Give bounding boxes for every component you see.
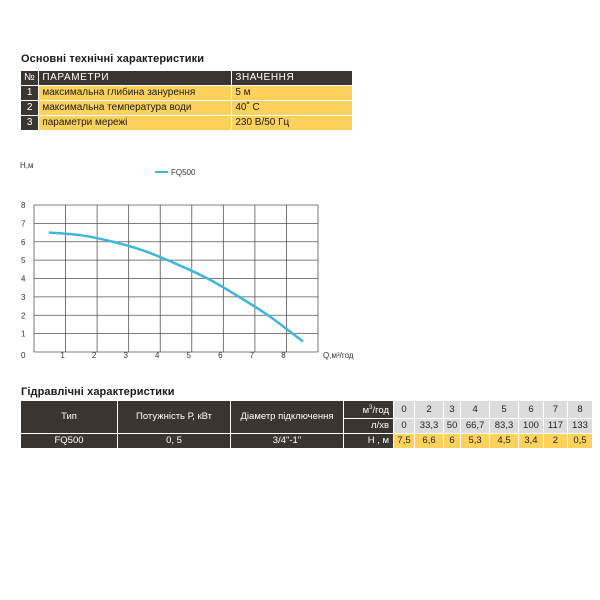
- hydraulics-header-row-1: Тип Потужність Р, кВт Діаметр підключенн…: [20, 399, 594, 435]
- m3h-cell: 2: [414, 399, 444, 420]
- head-cell: 6,6: [414, 433, 444, 450]
- power-cell: 0, 5: [117, 433, 231, 450]
- series-fq500-line: [48, 231, 304, 343]
- specs-header-number: №: [19, 70, 40, 86]
- specs-row-number: 1: [19, 85, 40, 101]
- m3h-cell: 5: [489, 399, 519, 420]
- legend-label: FQ500: [171, 168, 196, 177]
- x-tick-label: 3: [123, 351, 128, 360]
- specs-table: № ПАРАМЕТРИ ЗНАЧЕННЯ 1 максимальна глиби…: [19, 70, 353, 131]
- specs-title: Основні технічні характеристики: [21, 53, 205, 65]
- specs-row-param: максимальна температура води: [38, 100, 233, 116]
- lmin-cell: 117: [542, 418, 568, 435]
- y-axis-ticks: 1 2 3 4 5 6 7 8: [21, 201, 26, 339]
- head-cell: 3,4: [517, 433, 544, 450]
- y-tick-label: 1: [21, 330, 26, 339]
- specs-header-param: ПАРАМЕТРИ: [38, 70, 233, 86]
- col-power-header: Потужність Р, кВт: [117, 399, 231, 435]
- x-tick-label: 6: [218, 351, 223, 360]
- model-cell: FQ500: [20, 433, 118, 450]
- unit-h: Н , м: [343, 433, 394, 450]
- lmin-cell: 133: [566, 418, 594, 435]
- origin-label: 0: [21, 351, 26, 360]
- x-tick-label: 5: [187, 351, 192, 360]
- x-tick-label: 7: [250, 351, 255, 360]
- lmin-cell: 33,3: [414, 418, 444, 435]
- specs-row-number: 2: [19, 100, 40, 116]
- lmin-cell: 0: [392, 418, 416, 435]
- specs-row: 3 параметри мережі 230 В/50 Гц: [19, 115, 353, 131]
- m3h-cell: 0: [392, 399, 416, 420]
- diameter-cell: 3/4"-1": [230, 433, 344, 450]
- y-tick-label: 2: [21, 311, 26, 320]
- x-tick-label: 1: [60, 351, 65, 360]
- m3h-cell: 7: [542, 399, 568, 420]
- x-axis-ticks: 1 2 3 4 5 6 7 8: [60, 351, 286, 360]
- x-tick-label: 8: [281, 351, 286, 360]
- lmin-cell: 66,7: [460, 418, 491, 435]
- pump-curve-chart: 1 2 3 4 5 6 7 8 1 2 3 4 5 6 7 8 H,м 0 Q,м³/год FQ500: [20, 161, 354, 360]
- m3h-cell: 8: [566, 399, 594, 420]
- x-axis-label: Q,м³/год: [323, 351, 354, 360]
- m3h-cell: 4: [460, 399, 491, 420]
- hydraulics-data-row: FQ500 0, 5 3/4"-1" Н , м 7,5 6,6 6 5,3 4…: [20, 433, 594, 450]
- specs-row-value: 230 В/50 Гц: [231, 115, 353, 131]
- chart-grid: [33, 204, 319, 353]
- head-cell: 2: [542, 433, 568, 450]
- head-cell: 0,5: [566, 433, 594, 450]
- head-cell: 5,3: [460, 433, 491, 450]
- col-type-header: Тип: [20, 399, 118, 435]
- specs-row-value: 5 м: [231, 85, 353, 101]
- specs-row: 1 максимальна глибина занурення 5 м: [19, 85, 353, 101]
- unit-m3h: м3/год: [343, 399, 394, 420]
- specs-header-row: № ПАРАМЕТРИ ЗНАЧЕННЯ: [19, 70, 353, 86]
- y-tick-label: 7: [21, 219, 26, 228]
- specs-row: 2 максимальна температура води 40˚ С: [19, 100, 353, 116]
- m3h-cell: 3: [442, 399, 462, 420]
- hydraulics-title: Гідравлічні характеристики: [21, 386, 175, 398]
- specs-row-number: 3: [19, 115, 40, 131]
- y-tick-label: 4: [21, 275, 26, 284]
- specs-row-value: 40˚ С: [231, 100, 353, 116]
- unit-lmin: л/хв: [343, 418, 394, 435]
- hydraulics-table: Тип Потужність Р, кВт Діаметр підключенн…: [20, 399, 594, 450]
- head-cell: 4,5: [489, 433, 519, 450]
- x-tick-label: 4: [155, 351, 160, 360]
- y-tick-label: 5: [21, 256, 26, 265]
- y-tick-label: 8: [21, 201, 26, 210]
- y-tick-label: 3: [21, 293, 26, 302]
- x-tick-label: 2: [92, 351, 97, 360]
- lmin-cell: 83,3: [489, 418, 519, 435]
- y-tick-label: 6: [21, 238, 26, 247]
- lmin-cell: 50: [442, 418, 462, 435]
- specs-row-param: максимальна глибина занурення: [38, 85, 233, 101]
- head-cell: 6: [442, 433, 462, 450]
- specs-row-param: параметри мережі: [38, 115, 233, 131]
- head-cell: 7,5: [392, 433, 416, 450]
- specs-header-value: ЗНАЧЕННЯ: [231, 70, 353, 86]
- m3h-cell: 6: [517, 399, 544, 420]
- col-diameter-header: Діаметр підключення: [230, 399, 344, 435]
- y-axis-label: H,м: [20, 161, 34, 170]
- lmin-cell: 100: [517, 418, 544, 435]
